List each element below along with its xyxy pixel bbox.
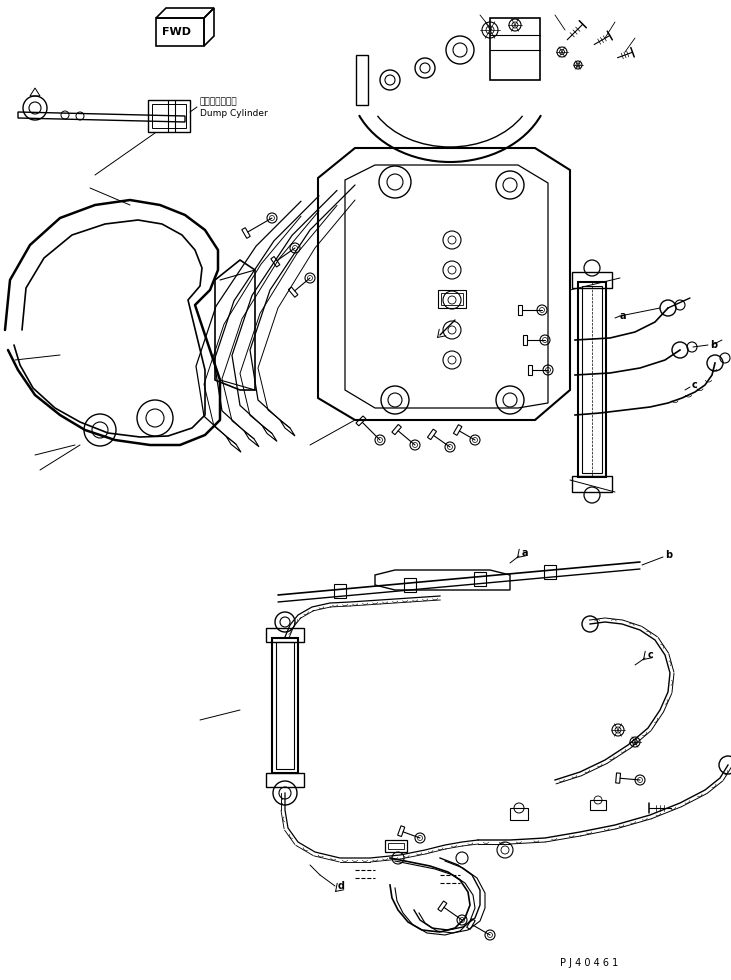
Text: c: c (648, 650, 654, 660)
Bar (474, 571, 486, 586)
Text: d: d (338, 881, 345, 891)
Bar (385, 840, 407, 852)
Bar (272, 638, 298, 773)
Bar (510, 808, 528, 820)
Bar (590, 800, 606, 810)
Bar (404, 578, 416, 592)
Bar (334, 584, 346, 599)
Bar (572, 476, 612, 492)
Text: a: a (522, 548, 529, 558)
Text: P J 4 0 4 6 1: P J 4 0 4 6 1 (560, 958, 618, 968)
Polygon shape (490, 18, 540, 80)
Text: c: c (692, 380, 698, 390)
Bar (266, 628, 304, 642)
Bar (388, 843, 404, 849)
Text: Dump Cylinder: Dump Cylinder (200, 109, 268, 118)
Bar (578, 282, 606, 477)
Bar (544, 565, 556, 579)
Bar (441, 293, 463, 305)
Bar (438, 290, 466, 308)
Text: b: b (665, 550, 672, 560)
Text: b: b (710, 340, 717, 350)
Bar (572, 272, 612, 288)
Bar (276, 642, 294, 769)
Text: a: a (620, 311, 626, 321)
Bar (266, 773, 304, 787)
Text: FWD: FWD (162, 27, 191, 37)
Text: ダンプシリンダ: ダンプシリンダ (200, 97, 238, 107)
Bar (582, 286, 602, 473)
